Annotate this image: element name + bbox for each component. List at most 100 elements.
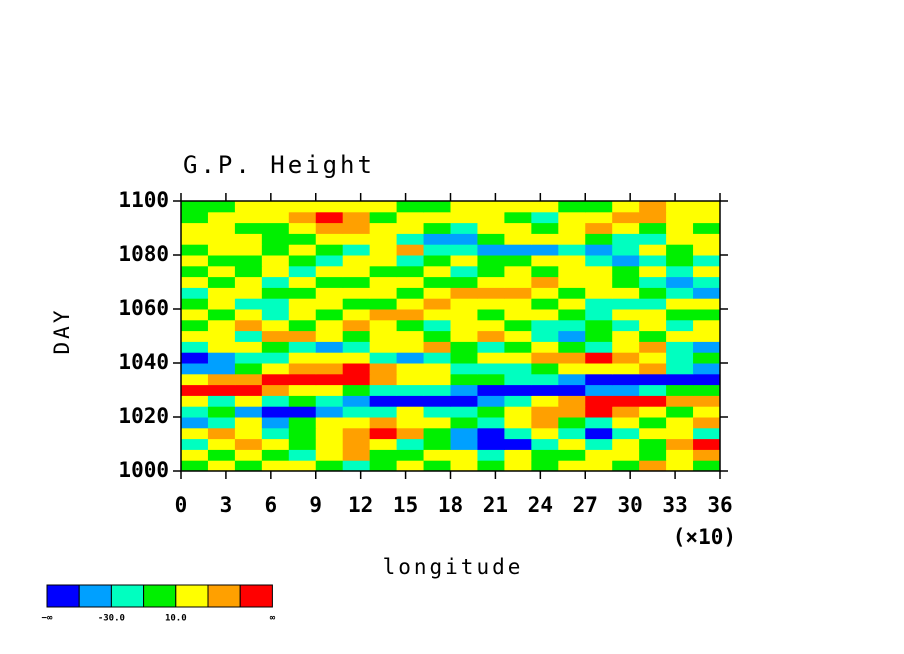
heatmap-cell bbox=[585, 211, 613, 224]
heatmap-cell bbox=[531, 201, 559, 213]
heatmap-cell bbox=[234, 352, 263, 364]
heatmap-cell bbox=[396, 373, 425, 386]
heatmap-cell bbox=[181, 276, 209, 288]
heatmap-cell bbox=[558, 276, 586, 288]
heatmap-cell bbox=[558, 201, 586, 213]
x-tick-label: 30 bbox=[618, 493, 643, 517]
heatmap-cell bbox=[261, 319, 290, 332]
colorbar-label: −∞ bbox=[42, 614, 53, 624]
heatmap-cell bbox=[477, 330, 505, 342]
heatmap-cell bbox=[558, 287, 586, 299]
y-tick-label: 1000 bbox=[118, 458, 169, 482]
heatmap-cell bbox=[369, 222, 398, 234]
heatmap-cell bbox=[639, 211, 667, 224]
heatmap-cell bbox=[181, 384, 209, 396]
heatmap-cell bbox=[342, 363, 371, 375]
heatmap-cell bbox=[207, 265, 236, 278]
heatmap-cell bbox=[693, 417, 721, 429]
heatmap-cell bbox=[612, 352, 640, 364]
heatmap-cell bbox=[450, 319, 478, 332]
heatmap-cell bbox=[288, 287, 317, 299]
heatmap-cell bbox=[207, 449, 236, 461]
heatmap-cell bbox=[477, 265, 505, 278]
heatmap-cell bbox=[504, 244, 532, 256]
heatmap-cell bbox=[261, 298, 290, 310]
heatmap-cell bbox=[423, 244, 451, 256]
heatmap-cell bbox=[288, 244, 317, 256]
heatmap-cell bbox=[207, 460, 236, 472]
heatmap-cell bbox=[639, 417, 667, 429]
heatmap-cell bbox=[504, 460, 532, 472]
heatmap-cell bbox=[639, 352, 667, 364]
heatmap-cell bbox=[181, 255, 209, 267]
heatmap-cell bbox=[585, 427, 613, 440]
x-tick-label: 15 bbox=[393, 493, 418, 517]
heatmap-cell bbox=[396, 417, 425, 429]
heatmap-cell bbox=[315, 265, 344, 278]
heatmap-cell bbox=[612, 395, 640, 407]
heatmap-cell bbox=[612, 460, 640, 472]
heatmap-cell bbox=[369, 384, 398, 396]
heatmap-cell bbox=[639, 395, 667, 407]
heatmap-cell bbox=[207, 255, 236, 267]
heatmap-cell bbox=[369, 276, 398, 288]
x-tick-label: 24 bbox=[528, 493, 553, 517]
heatmap-cell bbox=[342, 233, 371, 245]
heatmap-cell bbox=[450, 417, 478, 429]
heatmap-cell bbox=[423, 287, 451, 299]
heatmap-cell bbox=[342, 276, 371, 288]
heatmap-cell bbox=[504, 287, 532, 299]
heatmap-cell bbox=[396, 298, 425, 310]
heatmap-cell bbox=[315, 201, 344, 213]
x-tick-label: 33 bbox=[662, 493, 687, 517]
heatmap-cell bbox=[369, 460, 398, 472]
heatmap-cell bbox=[450, 244, 478, 256]
heatmap-cell bbox=[531, 330, 559, 342]
heatmap-cell bbox=[450, 309, 478, 321]
heatmap-cell bbox=[315, 244, 344, 256]
heatmap-cell bbox=[666, 427, 694, 440]
heatmap-cell bbox=[531, 417, 559, 429]
heatmap-cell bbox=[531, 352, 559, 364]
heatmap-cell bbox=[342, 201, 371, 213]
y-tick-label: 1080 bbox=[118, 242, 169, 266]
heatmap-cell bbox=[666, 373, 694, 386]
heatmap-cell bbox=[531, 449, 559, 461]
heatmap-cell bbox=[504, 319, 532, 332]
heatmap-cell bbox=[288, 276, 317, 288]
heatmap-cell bbox=[315, 330, 344, 342]
heatmap-cell bbox=[342, 287, 371, 299]
heatmap-cell bbox=[396, 449, 425, 461]
heatmap-cell bbox=[342, 460, 371, 472]
heatmap-cell bbox=[666, 309, 694, 321]
heatmap-cell bbox=[585, 265, 613, 278]
heatmap-cell bbox=[585, 395, 613, 407]
heatmap-cell bbox=[450, 211, 478, 224]
heatmap-cell bbox=[504, 201, 532, 213]
heatmap-cell bbox=[504, 211, 532, 224]
x-tick-label: 12 bbox=[348, 493, 373, 517]
heatmap-cell bbox=[423, 255, 451, 267]
heatmap-cell bbox=[261, 265, 290, 278]
heatmap-cell bbox=[181, 406, 209, 418]
heatmap-cell bbox=[261, 460, 290, 472]
heatmap-cell bbox=[531, 384, 559, 396]
heatmap-cell bbox=[181, 363, 209, 375]
heatmap-cell bbox=[423, 427, 451, 440]
heatmap-cell bbox=[504, 449, 532, 461]
heatmap-cell bbox=[693, 265, 721, 278]
colorbar-label: 10.0 bbox=[165, 614, 187, 624]
heatmap-cell bbox=[315, 276, 344, 288]
heatmap-cell bbox=[585, 417, 613, 429]
heatmap-cell bbox=[207, 330, 236, 342]
heatmap-cell bbox=[207, 352, 236, 364]
heatmap-cell bbox=[181, 222, 209, 234]
heatmap-cell bbox=[639, 449, 667, 461]
heatmap-cell bbox=[450, 460, 478, 472]
heatmap-cell bbox=[315, 319, 344, 332]
heatmap-cell bbox=[585, 233, 613, 245]
heatmap-cell bbox=[612, 309, 640, 321]
heatmap-cell bbox=[477, 201, 505, 213]
heatmap-cell bbox=[612, 427, 640, 440]
heatmap-cell bbox=[666, 255, 694, 267]
